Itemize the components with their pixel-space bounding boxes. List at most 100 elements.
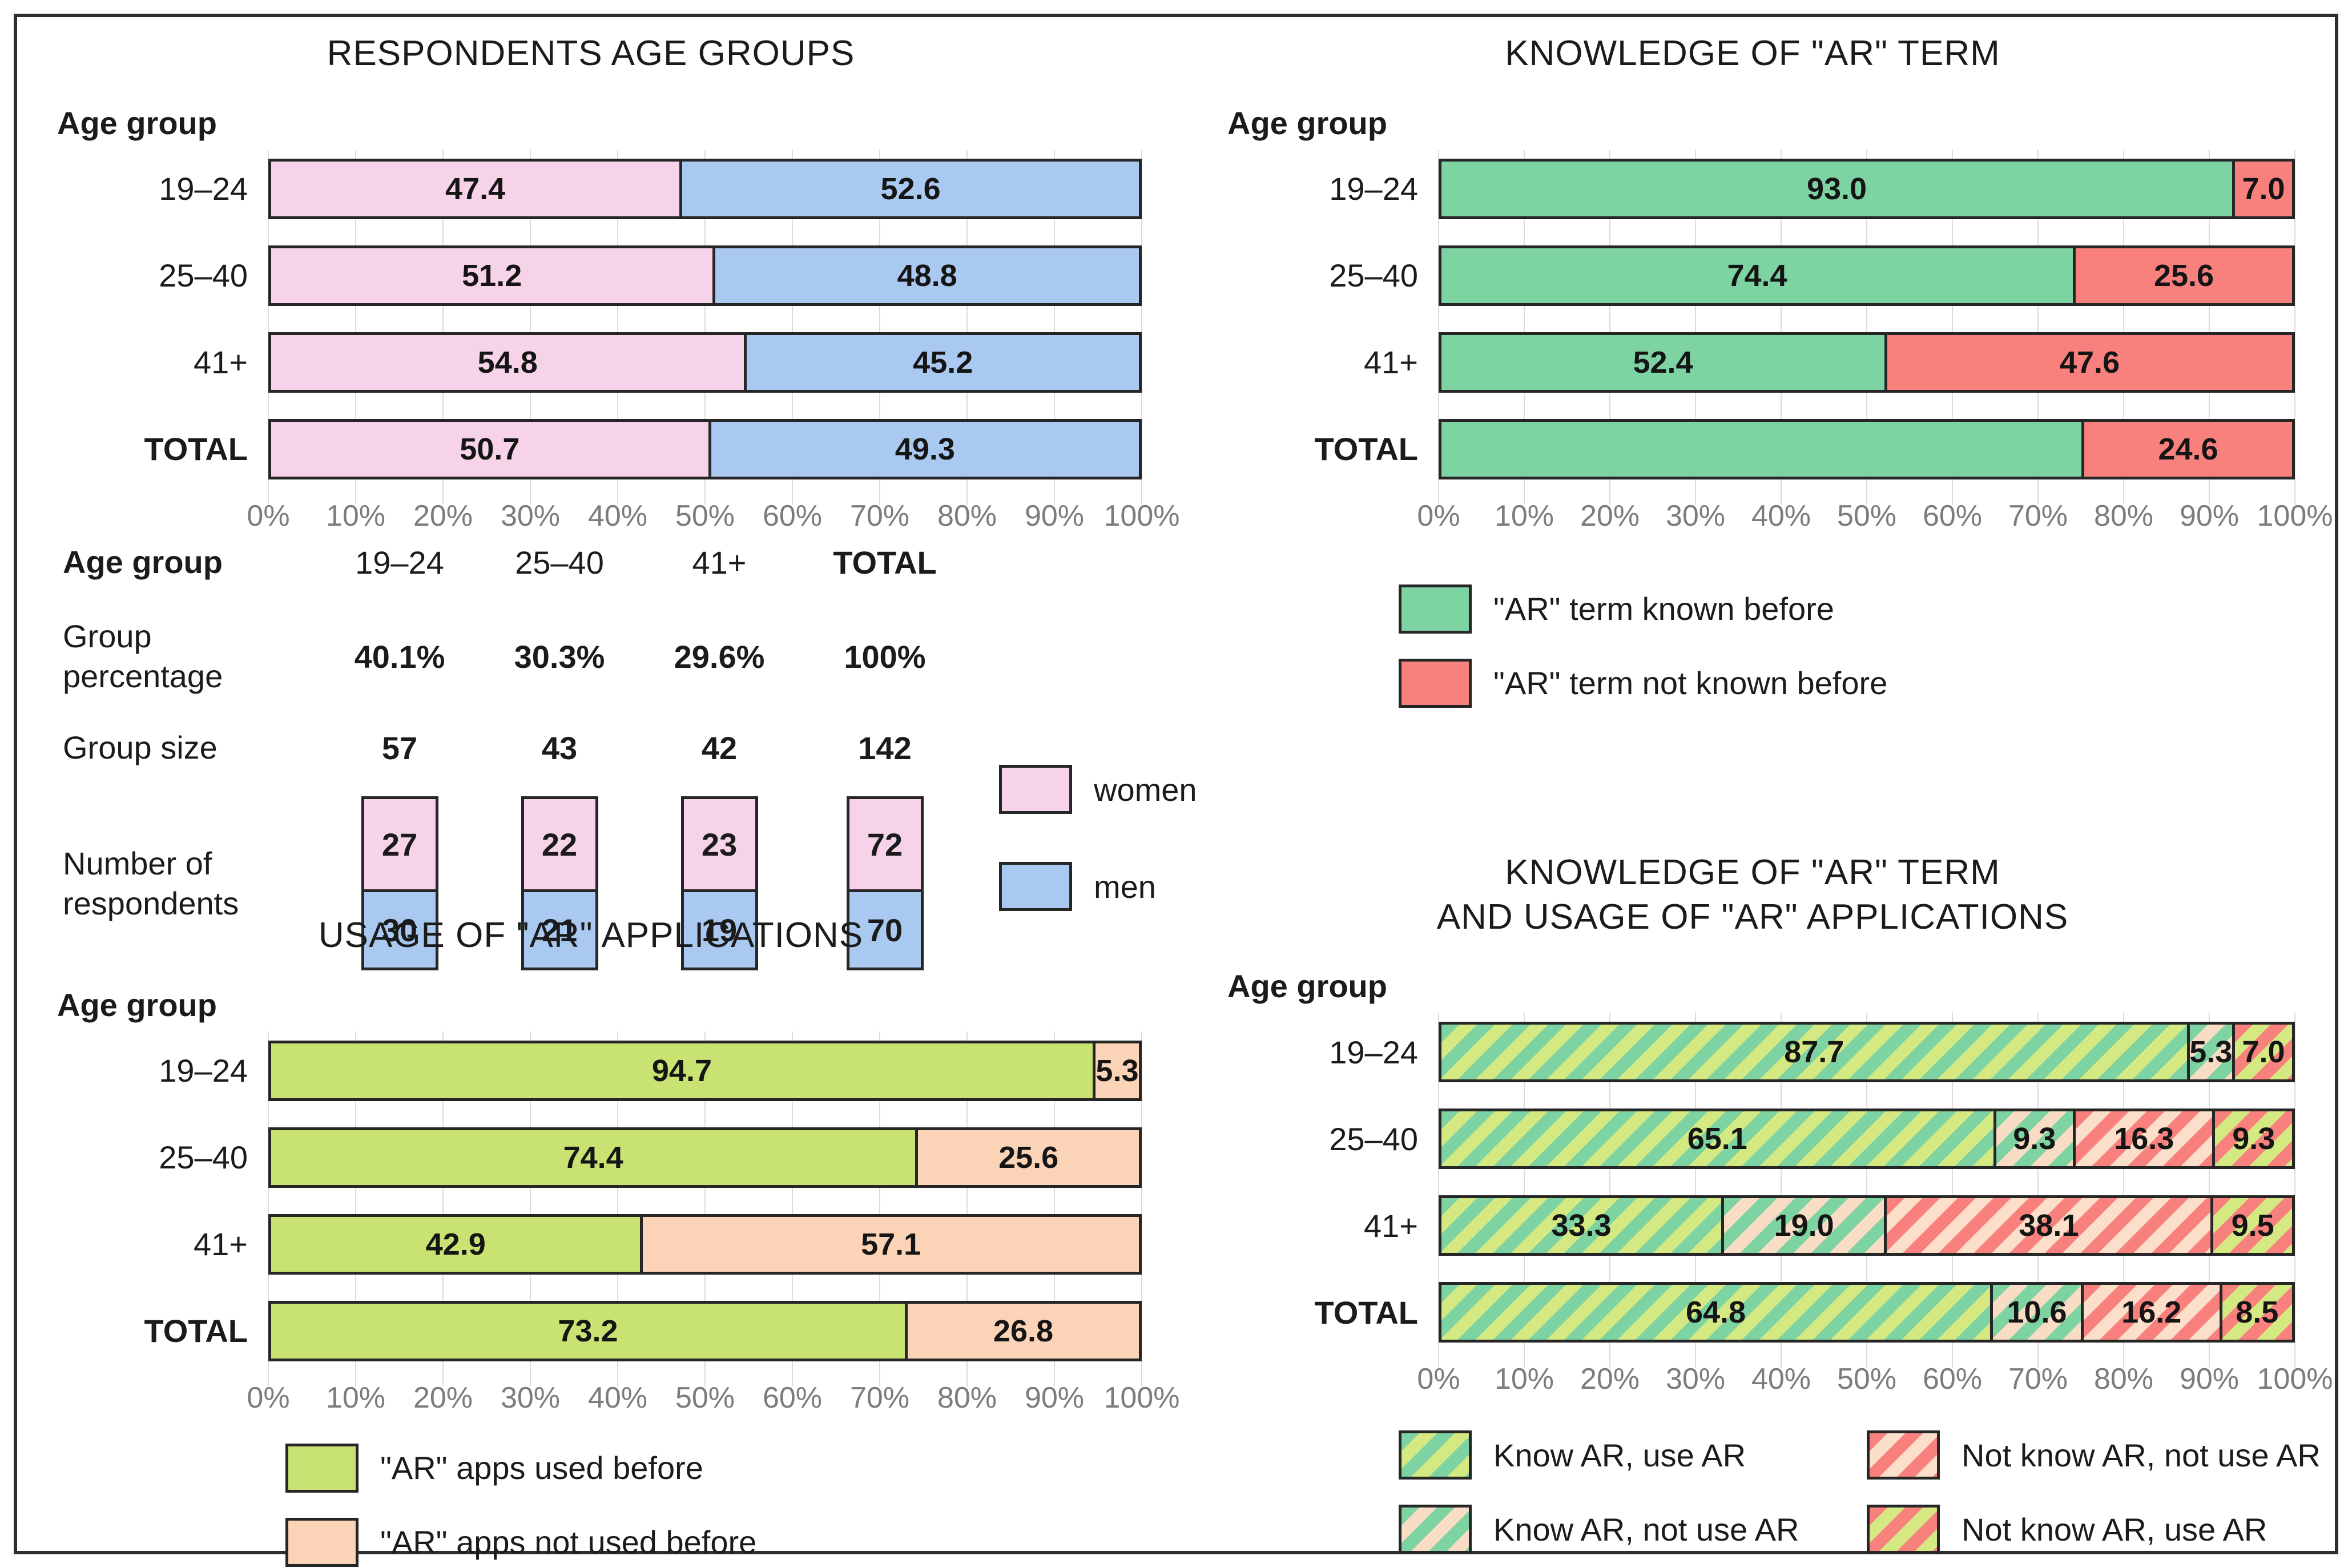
legend-item: "AR" term known before: [1399, 584, 2295, 634]
table-row-header-age-group: Age group: [63, 544, 223, 580]
legend-swatch: [1399, 658, 1472, 708]
women-count-box: 27: [361, 796, 438, 892]
bar-track: 87.7 5.3 7.0: [1439, 1022, 2295, 1082]
gridline: [792, 1031, 793, 1386]
bar-value-label: 87.7: [1784, 1035, 1844, 1069]
bar-segment: 9.3: [2212, 1109, 2295, 1169]
table-value-group-size: 142: [858, 729, 912, 766]
legend-item: Not know AR, not use AR: [1867, 1430, 2321, 1480]
x-tick-label: 20%: [1580, 499, 1640, 533]
bar-row: TOTAL 64.8 10.6 16.2 8.5: [1210, 1282, 2295, 1343]
x-tick-label: 70%: [2008, 1363, 2068, 1396]
x-axis-spacer: [1210, 499, 1439, 539]
bar-value-label: 25.6: [998, 1140, 1059, 1175]
legend-label: "AR" apps not used before: [380, 1524, 757, 1560]
x-tick-label: 60%: [1922, 499, 1983, 533]
x-tick-label: 80%: [2093, 1363, 2154, 1396]
category-label: 19–24: [1329, 171, 1418, 207]
bar-segment: 9.3: [1993, 1109, 2076, 1169]
x-axis: 0% 10% 20% 30% 40% 50% 60% 70% 80% 90% 100%: [1210, 499, 2333, 539]
gridline: [1524, 149, 1525, 505]
table-row-header-group-size: Group size: [63, 729, 218, 765]
bar-segment: 9.5: [2210, 1195, 2295, 1256]
respondents-count-boxes: 23 19: [639, 796, 799, 970]
x-tick-label: 20%: [413, 499, 473, 533]
gridline: [617, 1031, 618, 1386]
gridline: [1609, 149, 1610, 505]
bar-value-label: 94.7: [651, 1053, 712, 1088]
gridline: [2123, 1013, 2124, 1368]
bar-track: 50.7 49.3: [268, 418, 1142, 479]
x-tick-label: 0%: [247, 1381, 290, 1414]
category-label: 25–40: [159, 1139, 248, 1175]
x-tick-label: 30%: [500, 1381, 561, 1414]
x-tick-label: 20%: [1580, 1363, 1640, 1396]
bar-value-label: 73.2: [558, 1313, 618, 1348]
bar-row: 19–24 93.0 7.0: [1210, 158, 2295, 219]
gridline: [2209, 149, 2210, 505]
x-tick-label: 90%: [2179, 499, 2240, 533]
gridline: [1141, 149, 1142, 505]
gridline: [2294, 149, 2295, 505]
bar-value-label: 42.9: [425, 1227, 486, 1261]
bar-track: 42.9 57.1: [268, 1214, 1142, 1275]
legend-label: women: [1094, 771, 1197, 808]
x-tick-label: 100%: [1103, 499, 1180, 533]
bar-track: 94.7 5.3: [268, 1040, 1142, 1101]
chart-title: USAGE OF "AR" APPLICATIONS: [318, 916, 864, 955]
gridline: [1952, 149, 1953, 505]
x-tick-label: 90%: [1024, 499, 1085, 533]
men-swatch: [999, 862, 1072, 911]
gridline: [966, 1031, 968, 1386]
bar-segment: 74.4: [1439, 245, 2076, 306]
bar-segment: 49.3: [708, 418, 1142, 479]
bar-segment: 16.3: [2073, 1109, 2216, 1169]
respondents-count-boxes: 72 70: [799, 796, 970, 970]
x-tick-label: 30%: [1665, 1363, 1726, 1396]
chart-knowledge-and-usage: KNOWLEDGE OF "AR" TERM AND USAGE OF "AR"…: [1210, 850, 2333, 1554]
gridline: [530, 1031, 531, 1386]
bar-value-label: 5.3: [2189, 1035, 2233, 1069]
x-tick-label: 50%: [1837, 499, 1897, 533]
bar-value-label: 9.5: [2231, 1208, 2274, 1243]
bar-track: 74.4 25.6: [268, 1127, 1142, 1188]
table-value-group-size: 57: [381, 729, 418, 766]
gridlines: [1438, 149, 2295, 505]
bar-value-label: 51.2: [462, 258, 522, 293]
bar-value-label: 54.8: [477, 345, 538, 380]
women-swatch: [999, 765, 1072, 814]
bar-track: 54.8 45.2: [268, 332, 1142, 393]
y-axis-title-row: Age group: [40, 986, 1142, 1023]
x-tick-label: 100%: [1103, 1381, 1180, 1414]
bar-segment: 51.2: [268, 245, 716, 306]
gridline: [704, 149, 706, 505]
gridline: [442, 1031, 444, 1386]
y-axis-title-row: Age group: [40, 104, 1142, 142]
gridline: [1524, 1013, 1525, 1368]
category-label: 41+: [1364, 1207, 1418, 1244]
bar-value-label: 52.6: [880, 171, 941, 206]
bar-row: 25–40 51.2 48.8: [40, 245, 1142, 306]
bar-segment: 87.7: [1439, 1022, 2190, 1082]
gridline: [355, 149, 356, 505]
table-value-group-percentage: 100%: [844, 638, 926, 675]
bar-value-label: 48.8: [897, 258, 957, 293]
gridline: [1781, 149, 1782, 505]
bar-value-label: 47.6: [2059, 345, 2120, 380]
men-count-box: 21: [521, 889, 598, 970]
bar-value-label: 7.0: [2242, 171, 2285, 206]
category-label: 41+: [194, 1226, 248, 1262]
respondents-count-cell: 23 19: [639, 796, 799, 970]
x-tick-label: 10%: [325, 499, 386, 533]
x-axis-ticks: 0% 10% 20% 30% 40% 50% 60% 70% 80% 90% 100%: [1417, 1362, 2333, 1402]
gridline: [355, 1031, 356, 1386]
bar-row: 41+ 54.8 45.2: [40, 332, 1142, 393]
respondents-count-cell: 27 30: [320, 796, 480, 970]
x-tick-label: 80%: [2093, 499, 2154, 533]
bar-segment: 93.0: [1439, 158, 2235, 219]
bar-row: 19–24 47.4 52.6: [40, 158, 1142, 219]
bar-segment: 19.0: [1721, 1195, 1887, 1256]
gridline: [2209, 1013, 2210, 1368]
table-row-header-number-of-respondents: Number of respondents: [63, 845, 239, 921]
men-count-box: 19: [680, 889, 758, 970]
